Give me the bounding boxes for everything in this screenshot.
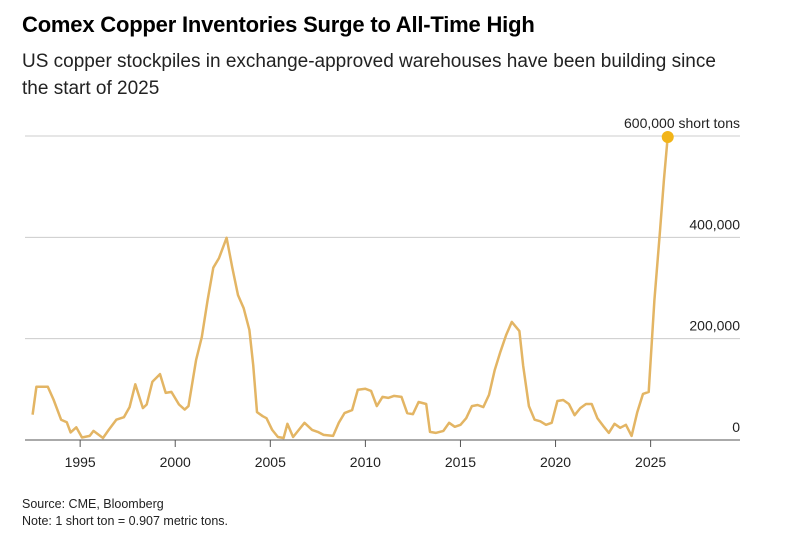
chart-title: Comex Copper Inventories Surge to All-Ti… (22, 12, 535, 37)
x-tick-label: 2010 (350, 454, 381, 470)
x-tick-label: 2020 (540, 454, 571, 470)
y-tick-label: 600,000 short tons (624, 115, 740, 131)
chart-subtitle: US copper stockpiles in exchange-approve… (22, 51, 716, 99)
end-marker (661, 131, 674, 144)
x-tick-label: 2015 (445, 454, 476, 470)
y-tick-label: 400,000 (689, 216, 740, 232)
x-tick-label: 2000 (160, 454, 191, 470)
x-tick-label: 1995 (65, 454, 96, 470)
x-tick-label: 2005 (255, 454, 286, 470)
source: Source: CME, Bloomberg (22, 497, 164, 511)
y-tick-label: 200,000 (689, 318, 740, 334)
y-tick-label: 0 (732, 419, 740, 435)
x-tick-label: 2025 (635, 454, 666, 470)
note: Note: 1 short ton = 0.907 metric tons. (22, 514, 229, 528)
line (31, 136, 669, 440)
